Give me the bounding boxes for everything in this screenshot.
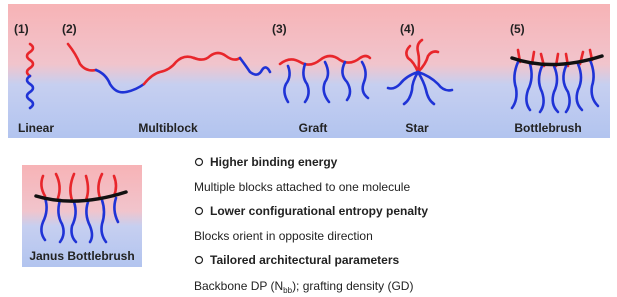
feature-heading: Higher binding energy: [210, 155, 338, 169]
description-text: ); grafting density (GD): [292, 279, 413, 293]
feature-description: Backbone DP (Nbb); grafting density (GD): [194, 279, 413, 295]
item-name: Multiblock: [138, 121, 198, 135]
item-name: Linear: [18, 121, 54, 135]
item-name: Star: [405, 121, 429, 135]
feature-heading: Tailored architectural parameters: [210, 253, 400, 267]
janus-label: Janus Bottlebrush: [29, 249, 134, 263]
bullet: [196, 208, 203, 215]
item-number: (4): [400, 22, 415, 36]
janus-box: Janus Bottlebrush: [22, 165, 142, 267]
item-name: Graft: [299, 121, 328, 135]
item-name: Bottlebrush: [514, 121, 581, 135]
item-number: (3): [272, 22, 287, 36]
item-number: (1): [14, 22, 29, 36]
figure: (1) (2) (3) (4) (5) Linear Multiblock Gr…: [0, 0, 617, 297]
feature-description: Multiple blocks attached to one molecule: [194, 180, 410, 194]
feature-description: Blocks orient in opposite direction: [194, 229, 373, 243]
bullet: [196, 257, 203, 264]
feature-heading: Lower configurational entropy penalty: [210, 204, 428, 218]
item-number: (5): [510, 22, 525, 36]
feature-list: Higher binding energy Multiple blocks at…: [194, 155, 428, 295]
description-text: Backbone DP (N: [194, 279, 283, 293]
bullet: [196, 159, 203, 166]
item-number: (2): [62, 22, 77, 36]
